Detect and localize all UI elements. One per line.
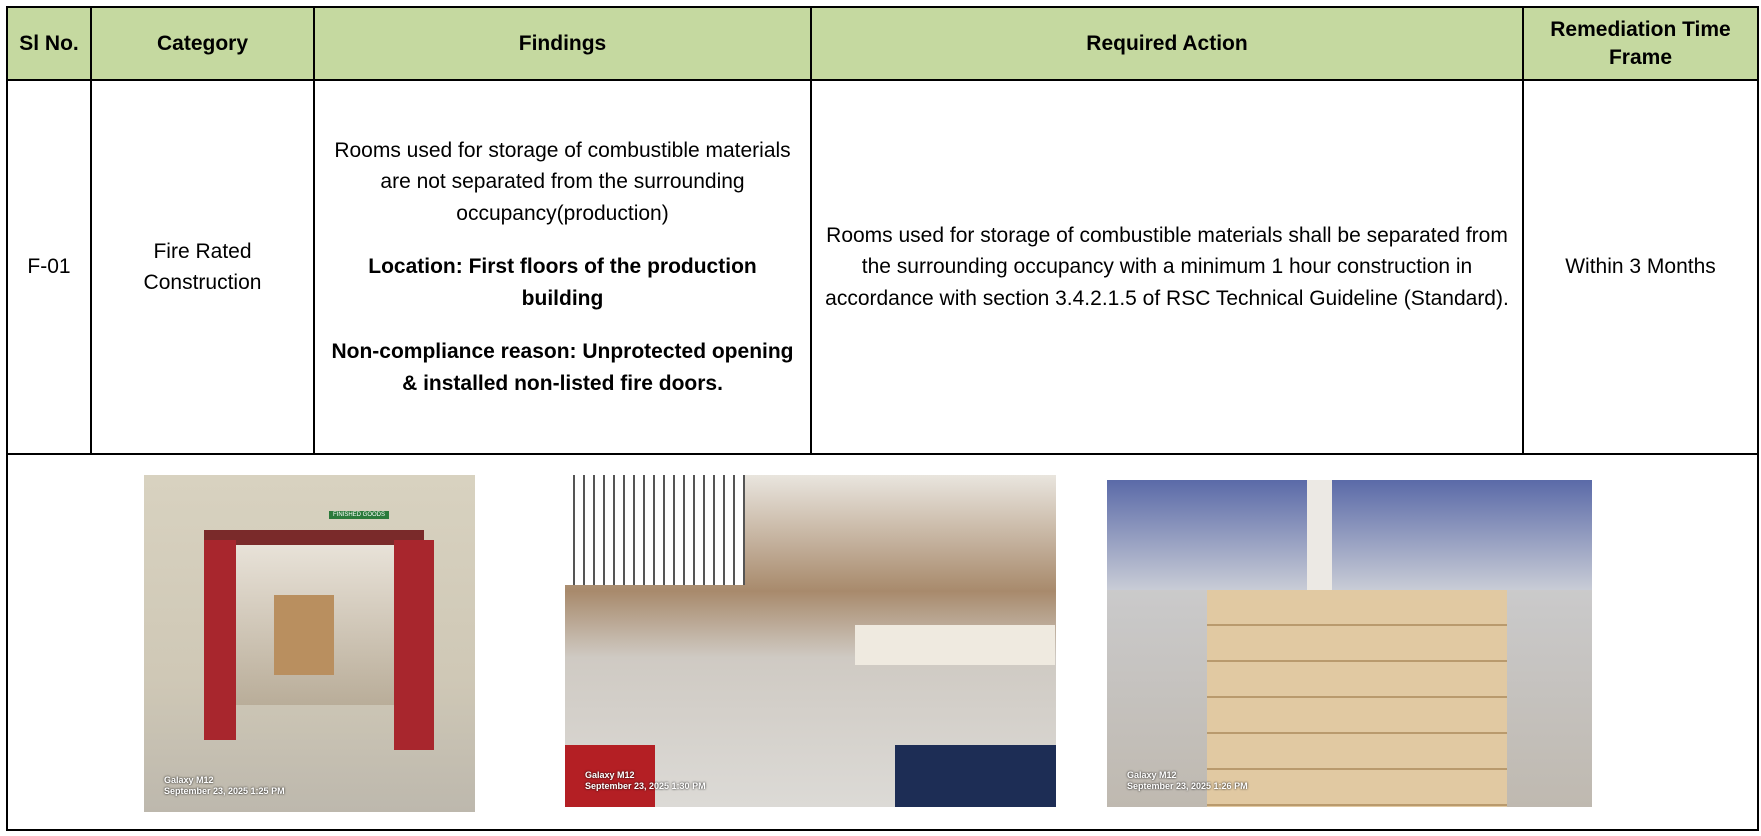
photo-device: Galaxy M12: [585, 769, 635, 780]
header-cell: Required Action: [810, 6, 1524, 81]
photo-timestamp: September 23, 2025 1:25 PM: [164, 786, 285, 797]
photo-device: Galaxy M12: [164, 774, 214, 785]
photo-timestamp: September 23, 2025 1:26 PM: [1127, 781, 1248, 792]
table: [855, 625, 1055, 665]
ceiling: [1107, 480, 1592, 590]
photo: FINISHED GOODS Galaxy M12 September 23, 2…: [144, 475, 475, 812]
header-cell: Remediation Time Frame: [1522, 6, 1759, 81]
boxes: [274, 595, 334, 675]
finding-reason: Non-compliance reason: Unprotected openi…: [331, 340, 794, 395]
window: [565, 475, 745, 585]
finding-row: F-01 Fire Rated Construction Rooms used …: [6, 79, 1759, 455]
finding-location: Location: First floors of the production…: [368, 255, 757, 310]
photo-row: FINISHED GOODS Galaxy M12 September 23, 2…: [6, 453, 1759, 831]
photo-device: Galaxy M12: [1127, 769, 1177, 780]
header-cell: Findings: [313, 6, 812, 81]
finding-description: Rooms used for storage of combustible ma…: [334, 138, 791, 225]
sl-no: F-01: [6, 79, 92, 455]
header-row: Sl No. Category Findings Required Action…: [6, 6, 1759, 81]
photo-cell: FINISHED GOODS Galaxy M12 September 23, 2…: [6, 453, 1759, 831]
header-cell: Category: [90, 6, 315, 81]
boxes: [1207, 590, 1507, 807]
sign: FINISHED GOODS: [329, 511, 389, 520]
bin: [565, 745, 655, 807]
photo: Galaxy M12 September 23, 2025 1:26 PM: [1107, 480, 1592, 807]
time-frame: Within 3 Months: [1522, 79, 1759, 455]
photo-timestamp: September 23, 2025 1:30 PM: [585, 781, 706, 792]
photo-caption: Galaxy M12 September 23, 2025 1:25 PM: [164, 775, 285, 798]
category: Fire Rated Construction: [90, 79, 315, 455]
photo: Galaxy M12 September 23, 2025 1:30 PM: [565, 475, 1056, 807]
findings-table: Sl No. Category Findings Required Action…: [6, 6, 1759, 831]
door-right: [394, 540, 434, 750]
cloth: [895, 745, 1056, 807]
required-action: Rooms used for storage of combustible ma…: [810, 79, 1524, 455]
photo-caption: Galaxy M12 September 23, 2025 1:26 PM: [1127, 770, 1248, 793]
door-left: [204, 540, 236, 740]
findings: Rooms used for storage of combustible ma…: [313, 79, 812, 455]
photo-caption: Galaxy M12 September 23, 2025 1:30 PM: [585, 770, 706, 793]
header-cell: Sl No.: [6, 6, 92, 81]
